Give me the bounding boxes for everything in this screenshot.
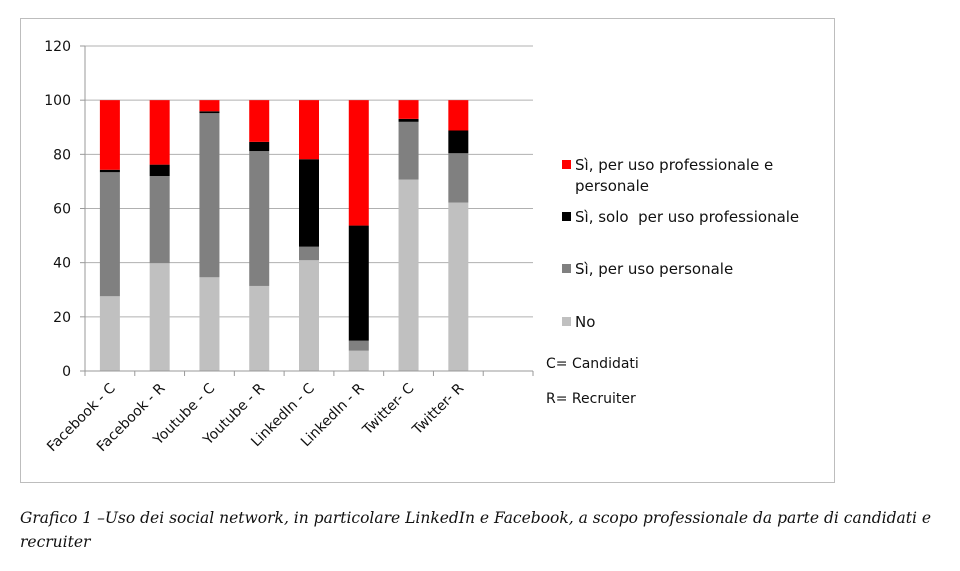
bar-segment: [299, 246, 319, 261]
legend-label: Sì, per uso professionale e personale: [575, 156, 774, 195]
bar-segment: [99, 296, 120, 371]
legend-label: Sì, solo per uso professionale: [575, 208, 800, 226]
bar-segment: [249, 100, 270, 142]
legend-swatch: [562, 160, 571, 169]
bar-segment: [448, 153, 469, 203]
bar-segment: [448, 100, 469, 131]
legend-label: Sì, per uso personale: [575, 260, 734, 278]
bar-segment: [99, 172, 120, 297]
bar-segment: [398, 118, 419, 122]
bar-segment: [448, 202, 469, 371]
bar-segment: [348, 100, 369, 226]
y-tick-label: 20: [53, 310, 71, 326]
x-tick-label: Twitter- C: [359, 380, 417, 438]
bar-segment: [398, 100, 419, 119]
legend-label: No: [575, 313, 596, 331]
bar-segment: [199, 111, 220, 114]
chart-frame: [20, 18, 835, 483]
figure-caption: Grafico 1 –Uso dei social network, in pa…: [20, 509, 932, 551]
bar-segment: [398, 179, 419, 371]
bar-segment: [448, 130, 469, 154]
bar-segment: [348, 340, 369, 351]
bar-segment: [99, 169, 120, 173]
legend-swatch: [562, 264, 571, 273]
bar-segment: [149, 176, 170, 264]
x-tick-label: Twitter- R: [409, 380, 467, 438]
bar-segment: [199, 277, 220, 371]
bar-segment: [249, 151, 270, 286]
bar-segment: [299, 100, 319, 160]
bar-segment: [299, 159, 319, 247]
bar-segment: [299, 260, 319, 371]
y-tick-label: 60: [53, 202, 71, 218]
bar-segment: [99, 100, 120, 170]
bar-segment: [249, 141, 270, 152]
y-tick-label: 80: [53, 147, 71, 163]
y-tick-label: 100: [44, 93, 71, 109]
bar-segment: [149, 164, 170, 176]
bar-segment: [149, 263, 170, 371]
bar-segment: [249, 285, 270, 371]
legend-swatch: [562, 212, 571, 221]
bar-segment: [199, 113, 220, 278]
bar-segment: [199, 100, 220, 112]
y-tick-label: 120: [44, 39, 71, 55]
bar-segment: [348, 350, 369, 371]
bar-segment: [398, 121, 419, 180]
bar-segment: [348, 225, 369, 341]
legend-swatch: [562, 317, 571, 326]
note-recruiter: R= Recruiter: [546, 391, 636, 407]
y-tick-label: 40: [53, 256, 71, 272]
note-candidati: C= Candidati: [546, 356, 639, 372]
y-tick-label: 0: [62, 364, 71, 380]
bar-segment: [149, 100, 170, 165]
